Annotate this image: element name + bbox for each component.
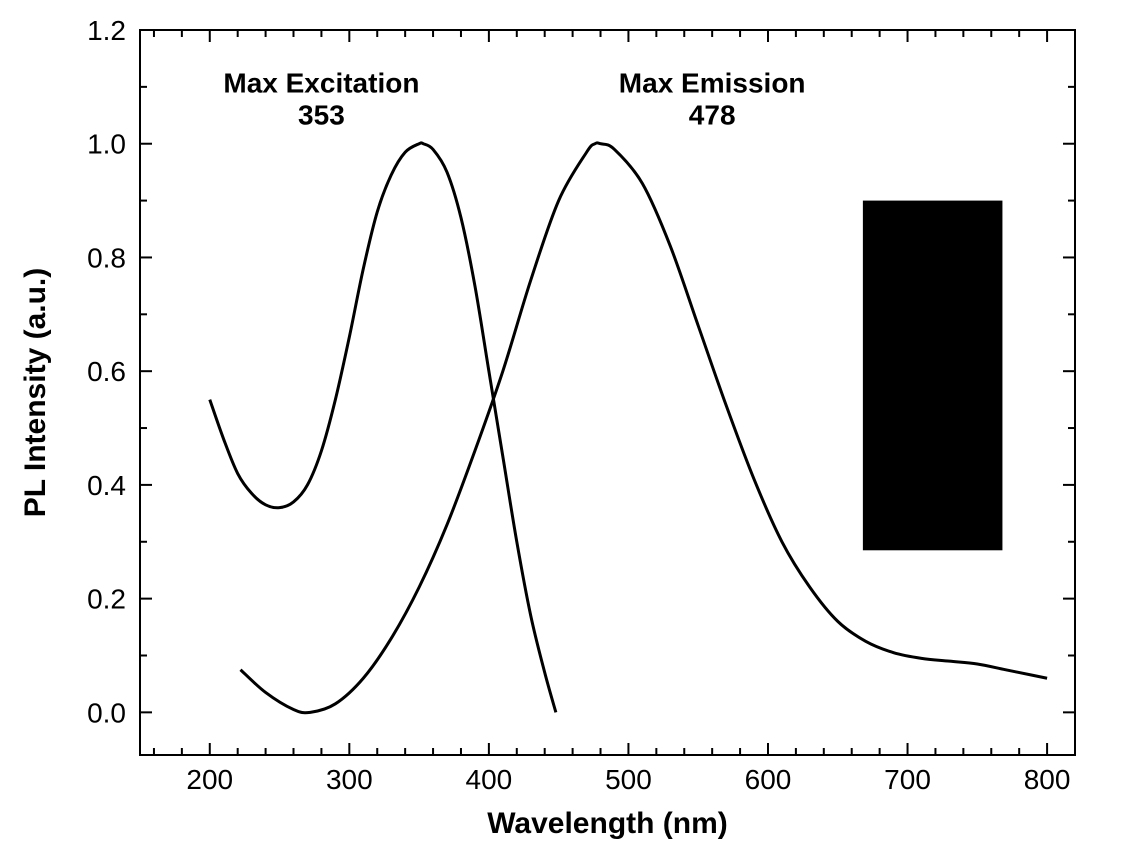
- y-axis-title: PL Intensity (a.u.): [19, 268, 52, 517]
- pl-spectrum-chart: 200 300 400 500 600 700 800 Wavelength (nm) 0.0 0…: [0, 0, 1121, 865]
- x-tick-label: 500: [605, 764, 652, 795]
- annotation-line1: Max Excitation: [223, 68, 419, 99]
- annotation-line1: Max Emission: [619, 68, 806, 99]
- x-tick-label: 400: [466, 764, 513, 795]
- x-tick-label: 600: [745, 764, 792, 795]
- y-tick-label: 0.6: [87, 356, 126, 387]
- y-tick-label: 0.4: [87, 470, 126, 501]
- y-tick-label: 0.2: [87, 584, 126, 615]
- y-tick-label: 0.0: [87, 697, 126, 728]
- y-tick-label: 1.2: [87, 15, 126, 46]
- annotation-line2: 353: [298, 100, 345, 131]
- y-tick-label: 0.8: [87, 242, 126, 273]
- x-axis-title: Wavelength (nm): [487, 807, 728, 840]
- annotation-line2: 478: [689, 100, 736, 131]
- x-tick-label: 700: [884, 764, 931, 795]
- chart-container: 200 300 400 500 600 700 800 Wavelength (nm) 0.0 0…: [0, 0, 1121, 865]
- x-tick-label: 200: [186, 764, 233, 795]
- y-tick-label: 1.0: [87, 129, 126, 160]
- x-tick-label: 300: [326, 764, 373, 795]
- x-tick-label: 800: [1024, 764, 1071, 795]
- inset-image-placeholder: [863, 201, 1003, 551]
